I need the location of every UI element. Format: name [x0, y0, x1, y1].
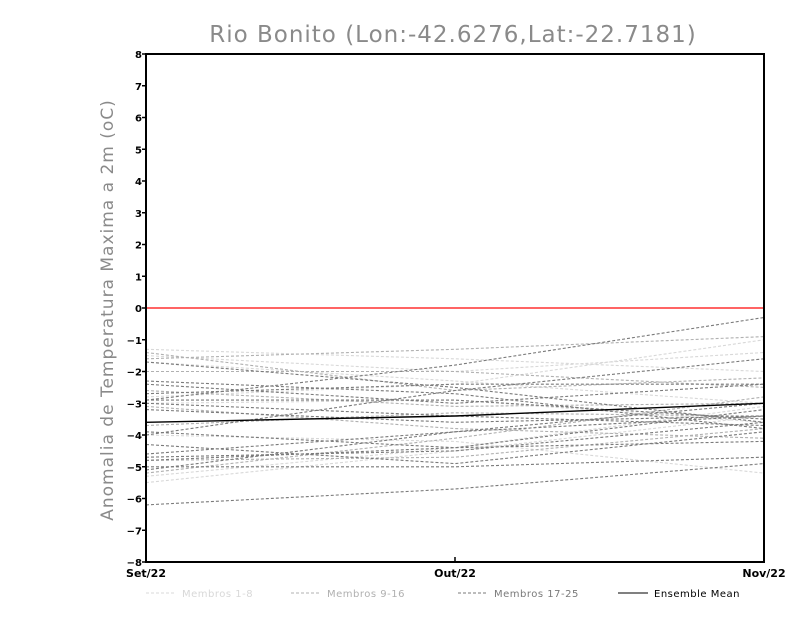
series-line-member-3: [145, 361, 765, 404]
series-line-ensemble-mean: [145, 402, 765, 423]
series-line-member-33: [145, 402, 765, 427]
series-line-member-23: [145, 431, 765, 449]
y-tick-label: −4: [127, 431, 142, 442]
x-tick-label: Nov/22: [742, 567, 785, 580]
series-line-member-22: [145, 409, 765, 423]
y-tick-label: 1: [135, 272, 142, 283]
y-tick-label: −6: [127, 495, 142, 506]
series-line-member-24: [145, 358, 765, 436]
y-tick-label: 2: [135, 241, 142, 252]
series-line-member-15: [145, 428, 765, 461]
series-line-member-4: [145, 339, 765, 398]
series-line-member-2: [145, 351, 765, 373]
y-tick-label: 0: [135, 304, 142, 315]
series-line-member-25: [145, 431, 765, 465]
series-line-member-5: [145, 399, 765, 423]
y-tick-label: 6: [135, 114, 142, 125]
series-line-member-27: [145, 421, 765, 458]
series-line-member-1: [145, 348, 765, 373]
series-line-member-7: [145, 405, 765, 477]
x-axis-ticks: Set/22 Out/22 Nov/22: [126, 557, 786, 580]
series-line-member-8: [145, 415, 765, 484]
series-line-member-14: [145, 412, 765, 427]
series-line-member-12: [145, 389, 765, 407]
series-line-member-6: [145, 434, 765, 474]
x-tick-label: Set/22: [126, 567, 166, 580]
y-tick-label: −1: [127, 336, 142, 347]
series-line-member-19: [145, 383, 765, 404]
y-tick-label: 7: [135, 82, 142, 93]
y-tick-label: −2: [127, 368, 142, 379]
y-tick-label: −7: [127, 526, 142, 537]
y-tick-label: −3: [127, 399, 142, 410]
y-tick-label: 8: [135, 50, 142, 61]
y-tick-label: 4: [135, 177, 142, 188]
legend-label: Membros 1-8: [182, 589, 253, 600]
series-line-member-13: [145, 405, 765, 439]
y-tick-label: 3: [135, 209, 142, 220]
legend-label: Ensemble Mean: [654, 589, 740, 600]
legend-label: Membros 9-16: [327, 589, 405, 600]
legend: Membros 1-8 Membros 9-16 Membros 17-25 Ense…: [146, 589, 740, 600]
series-line-member-18: [145, 380, 765, 430]
series-line-member-30: [145, 463, 765, 506]
series-line-member-11: [146, 370, 765, 388]
chart-title: Rio Bonito (Lon:-42.6276,Lat:-22.7181): [209, 22, 697, 48]
series-line-member-31: [145, 383, 764, 395]
series-line-member-16: [145, 396, 765, 474]
series-line-member-17: [145, 361, 765, 423]
series-line-member-20: [145, 316, 765, 401]
x-tick-label: Out/22: [434, 567, 476, 580]
y-axis-label: Anomalia de Temperatura Maxima a 2m (oC): [98, 99, 118, 521]
series-line-member-28: [146, 456, 765, 468]
series-line-member-26: [145, 402, 765, 455]
y-axis-ticks: 8 7 6 5 4 3 2 1 0 −1 −2 −3 −4 −5 −6 −7 −8: [127, 50, 146, 569]
legend-label: Membros 17-25: [494, 589, 579, 600]
y-tick-label: 5: [135, 145, 142, 156]
y-tick-label: −8: [127, 558, 142, 569]
plot-lines: [145, 316, 765, 506]
y-tick-label: −5: [127, 463, 142, 474]
series-line-member-29: [145, 415, 765, 471]
series-line-member-10: [145, 336, 765, 360]
